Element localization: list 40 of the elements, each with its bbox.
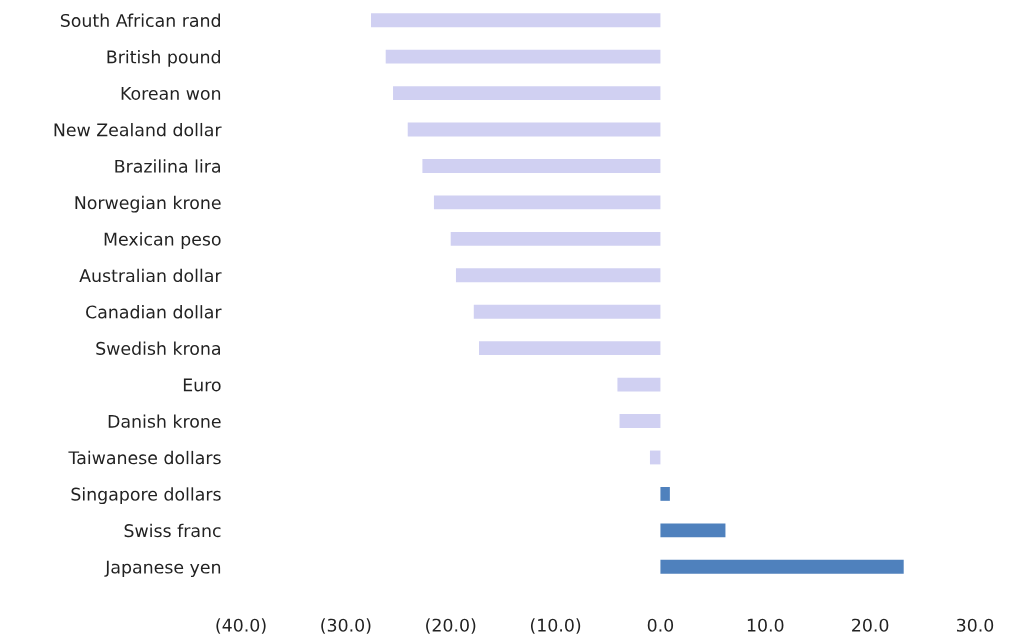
- bar: [371, 13, 661, 28]
- bar: [455, 268, 661, 283]
- y-tick-label: New Zealand dollar: [54, 122, 222, 137]
- y-tick-label: Mexican peso: [104, 232, 221, 250]
- y-tick-label: Australian dollar: [79, 268, 222, 283]
- y-tick-label: South African rand: [60, 13, 220, 28]
- y-tick-label: Japanese yen: [104, 560, 221, 577]
- y-tick-label: Danish krone: [108, 414, 221, 428]
- bar: [473, 304, 661, 319]
- x-tick-label: 10.0: [747, 618, 784, 632]
- y-tick-label: Swedish krona: [96, 341, 220, 355]
- x-tick-label: (40.0): [216, 618, 266, 634]
- bar: [479, 341, 661, 356]
- y-tick-label: Singapore dollars: [71, 487, 221, 505]
- x-tick-label: (30.0): [321, 618, 371, 634]
- bar: [407, 122, 661, 137]
- x-tick-label: 0.0: [647, 618, 674, 632]
- bar: [660, 486, 670, 501]
- bar: [617, 377, 661, 392]
- x-tick-label: (10.0): [530, 618, 581, 634]
- bar: [619, 414, 661, 428]
- bar: [450, 231, 661, 246]
- x-tick-label: 20.0: [852, 618, 889, 632]
- x-tick-label: 30.0: [957, 618, 994, 632]
- x-tick-label: (20.0): [426, 618, 476, 634]
- bar: [393, 86, 661, 101]
- y-tick-label: Euro: [183, 378, 221, 392]
- y-tick-label: Taiwanese dollars: [68, 450, 221, 465]
- y-tick-label: Brazilina lira: [115, 159, 220, 173]
- bar: [660, 559, 904, 574]
- y-tick-label: Norwegian krone: [75, 195, 221, 213]
- bar: [660, 523, 726, 538]
- bar: [422, 159, 661, 173]
- bar: [433, 195, 661, 210]
- y-tick-label: Swiss franc: [124, 523, 221, 538]
- y-tick-label: Korean won: [121, 87, 221, 100]
- bar: [649, 450, 661, 465]
- bar: [385, 49, 661, 64]
- y-tick-label: British pound: [107, 50, 220, 67]
- y-tick-label: Canadian dollar: [86, 305, 222, 319]
